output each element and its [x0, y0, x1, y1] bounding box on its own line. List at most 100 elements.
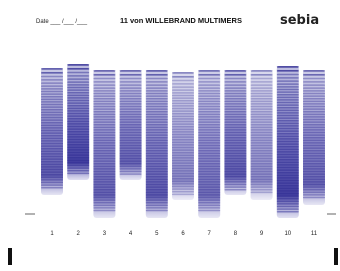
lane-band: [303, 163, 325, 165]
lane-band: [303, 106, 325, 108]
lane-band: [120, 137, 142, 139]
lane-band: [277, 104, 299, 106]
lane-band: [93, 145, 115, 147]
lane-band: [303, 98, 325, 100]
lane-smear: [93, 70, 115, 218]
logo: sebia: [280, 13, 319, 28]
lane-band: [67, 170, 89, 172]
lane-band: [120, 171, 142, 173]
lane-band: [303, 147, 325, 149]
lane-band: [41, 85, 63, 87]
lane-band: [93, 87, 115, 89]
lane-band: [41, 148, 63, 150]
lane-band: [198, 168, 220, 170]
lane-band: [41, 117, 63, 119]
lane-band: [251, 95, 273, 97]
lane-band: [67, 123, 89, 125]
lane-band: [277, 180, 299, 182]
lane-band: [172, 139, 194, 141]
lane-band: [251, 176, 273, 178]
lane-band: [224, 184, 246, 186]
lane-band: [172, 134, 194, 136]
lane-band: [172, 116, 194, 118]
lane-band: [146, 202, 168, 204]
page: Date ___ /___ /___ 11 von WILLEBRAND MUL…: [0, 0, 340, 271]
lane-band: [41, 158, 63, 160]
lane-band: [224, 78, 246, 80]
lane-band: [67, 165, 89, 167]
lane-band: [146, 127, 168, 129]
lane-band: [172, 118, 194, 120]
lane-band: [224, 186, 246, 188]
lane-band: [67, 89, 89, 91]
lane-band: [120, 155, 142, 157]
lane-band: [41, 184, 63, 186]
lane-band: [251, 166, 273, 168]
lane-band: [277, 91, 299, 93]
lane-band: [93, 70, 115, 72]
lane-band: [93, 140, 115, 142]
lane-band: [251, 142, 273, 144]
lane-band: [198, 147, 220, 149]
lane-band: [277, 120, 299, 122]
lane-band: [277, 66, 299, 68]
lane-smear: [41, 68, 63, 195]
lane-band: [146, 179, 168, 181]
lane-band: [120, 160, 142, 162]
lane-band: [303, 114, 325, 116]
lane-band: [120, 127, 142, 129]
lane-band: [67, 64, 89, 66]
lane-band: [120, 111, 142, 113]
lane-band: [277, 107, 299, 109]
lane-band: [67, 144, 89, 146]
lane-band: [67, 139, 89, 141]
lane-band: [277, 172, 299, 174]
lane-band: [120, 153, 142, 155]
lane-band: [41, 93, 63, 95]
lane-band: [41, 132, 63, 134]
lane-band: [277, 159, 299, 161]
lane-band: [303, 192, 325, 194]
lane-band: [146, 184, 168, 186]
lane-band: [120, 87, 142, 89]
lane-band: [251, 173, 273, 175]
title: 11 von WILLEBRAND MULTIMERS: [120, 16, 242, 25]
lane-band: [251, 163, 273, 165]
lane-band: [172, 186, 194, 188]
lane-band: [67, 128, 89, 130]
lane-band: [172, 183, 194, 185]
lane-band: [251, 108, 273, 110]
lane-band: [120, 108, 142, 110]
lane-band: [93, 142, 115, 144]
lane-band: [67, 134, 89, 136]
lane-band: [172, 142, 194, 144]
lane-band: [93, 176, 115, 178]
lane-band: [198, 134, 220, 136]
lane-band: [251, 111, 273, 113]
lane-band: [303, 158, 325, 160]
lane-band: [93, 90, 115, 92]
lane-band: [120, 93, 142, 95]
lane-band: [303, 84, 325, 86]
lane-band: [146, 207, 168, 209]
lane-band: [303, 87, 325, 89]
lane-band: [277, 206, 299, 208]
lane-band: [303, 166, 325, 168]
lane-band: [120, 90, 142, 92]
lane-band: [93, 127, 115, 129]
lane-band: [251, 186, 273, 188]
lane-band: [198, 137, 220, 139]
lane-band: [277, 74, 299, 76]
lane-band: [198, 127, 220, 129]
lane-band: [277, 193, 299, 195]
lane-band: [172, 136, 194, 138]
lane-band: [224, 160, 246, 162]
lane-band: [198, 121, 220, 123]
lane-band: [120, 173, 142, 175]
lane-band: [198, 150, 220, 152]
lane-band: [277, 115, 299, 117]
lane-band: [93, 103, 115, 105]
lane-band: [198, 181, 220, 183]
lane-band: [224, 163, 246, 165]
lane-band: [120, 74, 142, 76]
